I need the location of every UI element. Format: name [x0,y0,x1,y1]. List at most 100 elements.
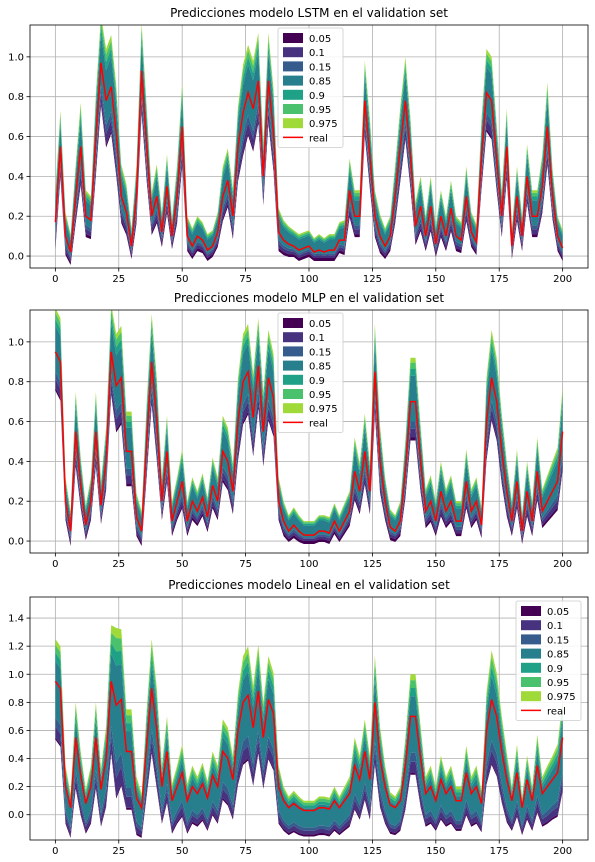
quantile-bands [55,625,563,838]
x-tick-label: 150 [426,274,445,285]
legend-label: 0.05 [547,607,569,618]
x-tick-label: 25 [112,274,125,285]
legend-label: 0.1 [309,333,325,344]
legend-swatch [283,33,303,43]
chart-panel-3: Predicciones modelo Lineal en el validat… [8,578,589,857]
x-tick-label: 125 [363,274,382,285]
y-tick-label: 0.6 [8,132,24,143]
y-tick-label: 0.8 [8,377,24,388]
legend-label: 0.9 [547,664,563,675]
x-tick-label: 100 [299,274,318,285]
legend-swatch [283,75,303,86]
x-tick-label: 150 [426,846,445,857]
legend-label: 0.95 [309,390,331,401]
x-tick-label: 125 [363,559,382,570]
legend-swatch [521,677,541,687]
band-0_1 [55,726,563,836]
band-0_05 [55,387,563,546]
legend-label: 0.975 [309,404,338,415]
legend-label: 0.95 [547,678,569,689]
y-tick-label: 0.6 [8,726,24,737]
chart-title: Predicciones modelo MLP en el validation… [174,291,444,305]
legend-swatch [283,389,303,399]
legend-label: 0.15 [309,62,331,73]
chart-panel-2: Predicciones modelo MLP en el validation… [8,291,589,570]
x-tick-label: 50 [176,274,189,285]
band-0_1 [55,378,563,543]
band-0_975 [55,310,563,523]
y-tick-label: 1.0 [8,52,24,63]
y-tick-label: 0.8 [8,698,24,709]
band-0_85 [55,653,563,828]
legend-swatch [283,346,303,357]
x-tick-label: 175 [490,274,509,285]
legend-label: 0.15 [547,635,569,646]
y-tick-label: 1.0 [8,670,24,681]
legend-swatch [521,620,541,631]
legend-swatch [283,47,303,58]
legend-swatch [283,318,303,328]
y-tick-label: 0.4 [8,457,24,468]
legend-swatch [283,118,303,129]
series-real-line [54,62,564,253]
legend-swatch [283,89,303,100]
legend-swatch [521,691,541,702]
y-tick-label: 0.2 [8,782,24,793]
legend-label: real [309,418,328,429]
legend-label: 0.1 [547,621,563,632]
legend-swatch [283,374,303,385]
legend-swatch [521,606,541,616]
legend: 0.05 0.1 0.15 0.85 0.9 0.95 0.975 real [277,27,344,148]
legend-swatch [283,403,303,414]
series-real-line [54,680,564,812]
y-tick-label: 0.0 [8,252,24,263]
x-tick-label: 25 [112,846,125,857]
legend-box [277,312,344,433]
x-tick-label: 200 [553,846,572,857]
legend-swatch [521,648,541,659]
x-tick-label: 125 [363,846,382,857]
chart-title: Predicciones modelo Lineal en el validat… [168,578,450,592]
legend-label: 0.9 [309,376,325,387]
x-tick-label: 75 [239,559,252,570]
legend-swatch [283,360,303,371]
legend: 0.05 0.1 0.15 0.85 0.9 0.95 0.975 real [277,312,344,433]
legend-swatch [521,634,541,645]
y-tick-label: 0.6 [8,417,24,428]
legend-swatch [283,332,303,343]
legend-swatch [283,61,303,72]
x-tick-label: 25 [112,559,125,570]
legend-label: 0.05 [309,34,331,45]
x-tick-label: 50 [176,559,189,570]
x-tick-label: 75 [239,846,252,857]
x-tick-label: 0 [52,846,58,857]
y-tick-label: 1.4 [8,614,24,625]
legend-label: real [547,706,566,717]
x-tick-label: 0 [52,559,58,570]
y-tick-label: 0.8 [8,92,24,103]
x-tick-label: 75 [239,274,252,285]
y-tick-label: 0.2 [8,212,24,223]
x-tick-label: 50 [176,846,189,857]
x-tick-label: 175 [490,559,509,570]
legend-swatch [521,662,541,673]
legend-label: 0.15 [309,347,331,358]
legend-label: 0.05 [309,319,331,330]
legend-label: 0.85 [309,362,331,373]
x-tick-label: 0 [52,274,58,285]
band-0_15 [55,717,563,832]
x-tick-label: 200 [553,274,572,285]
legend-label: 0.95 [309,105,331,116]
x-tick-label: 100 [299,559,318,570]
legend-box [515,600,582,721]
series-real-line [54,351,564,536]
chart-title: Predicciones modelo LSTM en el validatio… [170,6,448,20]
x-tick-label: 150 [426,559,445,570]
legend-swatch [283,104,303,114]
legend: 0.05 0.1 0.15 0.85 0.9 0.95 0.975 real [515,600,582,721]
chart-panel-1: Predicciones modelo LSTM en el validatio… [8,6,589,285]
legend-label: 0.975 [309,119,338,130]
legend-label: 0.1 [309,48,325,59]
legend-label: 0.85 [547,650,569,661]
